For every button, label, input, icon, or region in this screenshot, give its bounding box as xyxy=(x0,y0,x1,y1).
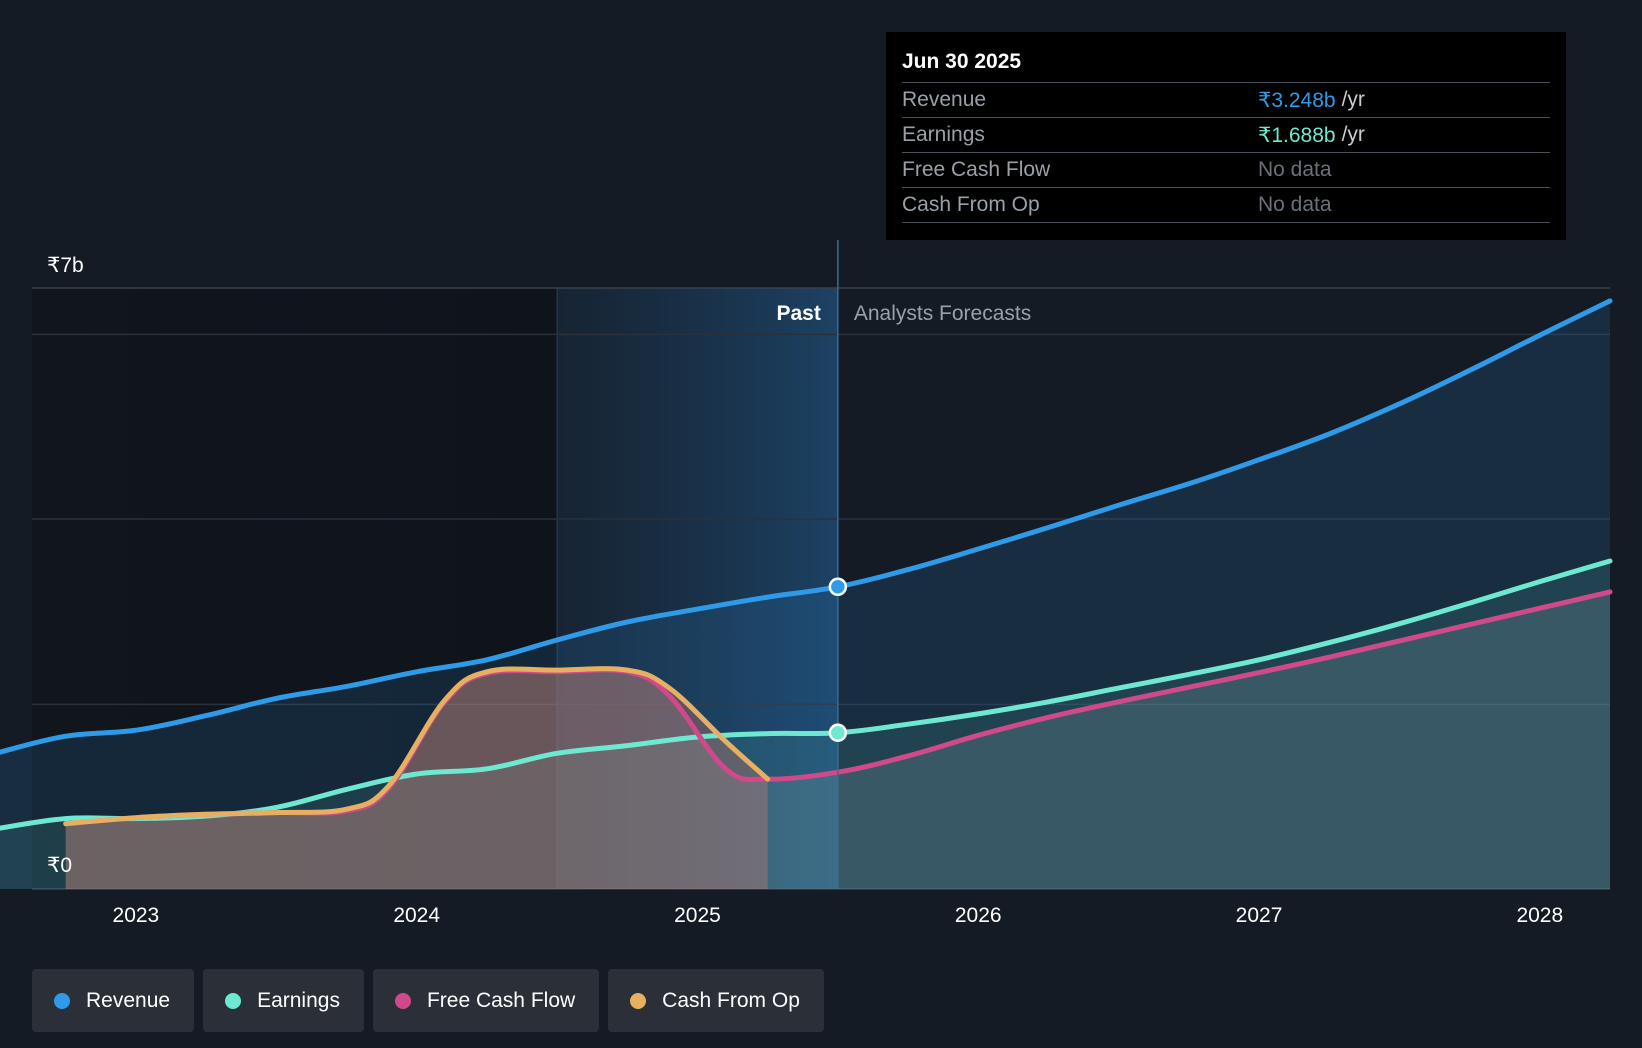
tooltip-label: Free Cash Flow xyxy=(902,158,1051,181)
y-tick-label-bottom: ₹0 xyxy=(47,854,72,877)
x-tick-label: 2024 xyxy=(393,904,440,927)
tooltip-value: ₹1.688b xyxy=(1258,123,1336,147)
legend-item-earnings[interactable]: Earnings xyxy=(203,969,364,1032)
marker-revenue xyxy=(828,577,848,597)
y-tick-label-top: ₹7b xyxy=(47,254,84,277)
legend-item-revenue[interactable]: Revenue xyxy=(32,969,195,1032)
x-tick-label: 2026 xyxy=(955,904,1002,927)
tooltip-label: Earnings xyxy=(902,123,985,146)
series-areas xyxy=(0,300,1611,889)
line-revenue xyxy=(0,298,1613,755)
tooltip-value: No data xyxy=(1258,158,1332,181)
legend-label: Cash From Op xyxy=(662,988,800,1012)
area-revenue xyxy=(0,300,1610,889)
legend-label: Earnings xyxy=(257,988,340,1012)
area-cash-from-op xyxy=(65,668,768,889)
forecast-label: Analysts Forecasts xyxy=(854,302,1031,325)
past-highlight-region xyxy=(557,288,838,889)
tooltip-value: ₹3.248b xyxy=(1258,88,1336,112)
legend-dot-icon xyxy=(225,992,242,1009)
x-tick-label: 2023 xyxy=(113,904,160,927)
tooltip-row-earnings: Earnings ₹1.688b /yr xyxy=(902,117,1550,152)
hover-markers xyxy=(828,577,848,742)
line-earnings xyxy=(0,558,1613,831)
tooltip-label: Cash From Op xyxy=(902,193,1040,216)
tooltip-unit: /yr xyxy=(1341,88,1365,111)
legend-item-cash-from-op[interactable]: Cash From Op xyxy=(608,969,824,1032)
marker-earnings xyxy=(828,723,848,742)
legend-label: Revenue xyxy=(86,988,171,1012)
tooltip: Jun 30 2025 Revenue ₹3.248b /yr Earnings… xyxy=(886,32,1566,240)
tooltip-date: Jun 30 2025 xyxy=(902,50,1022,73)
tooltip-unit: /yr xyxy=(1341,123,1365,146)
past-label: Past xyxy=(776,302,820,325)
series-lines xyxy=(0,298,1613,831)
gridlines xyxy=(32,287,1610,890)
tooltip-row-revenue: Revenue ₹3.248b /yr xyxy=(902,82,1550,117)
area-free-cash-flow xyxy=(65,591,1611,889)
legend-item-free-cash-flow[interactable]: Free Cash Flow xyxy=(372,969,600,1032)
legend-label: Free Cash Flow xyxy=(426,988,576,1012)
tooltip-row-cash-from-op: Cash From Op No data xyxy=(902,187,1550,223)
x-tick-label: 2027 xyxy=(1236,904,1283,927)
tooltip-label: Revenue xyxy=(902,88,987,111)
tooltip-row-free-cash-flow: Free Cash Flow No data xyxy=(902,152,1550,187)
line-cash-from-op xyxy=(63,666,771,827)
x-tick-label: 2025 xyxy=(674,904,721,927)
area-earnings xyxy=(0,561,1610,889)
legend-dot-icon xyxy=(394,992,411,1009)
past-region-background xyxy=(32,288,558,889)
tooltip-value: No data xyxy=(1258,193,1332,216)
legend-dot-icon xyxy=(54,992,70,1009)
x-axis-ticks: 2023 2024 2025 2026 2027 2028 xyxy=(113,904,1564,927)
x-tick-label: 2028 xyxy=(1516,904,1563,927)
legend-dot-icon xyxy=(630,992,647,1009)
legend: Revenue Earnings Free Cash Flow Cash Fro… xyxy=(32,969,824,1032)
